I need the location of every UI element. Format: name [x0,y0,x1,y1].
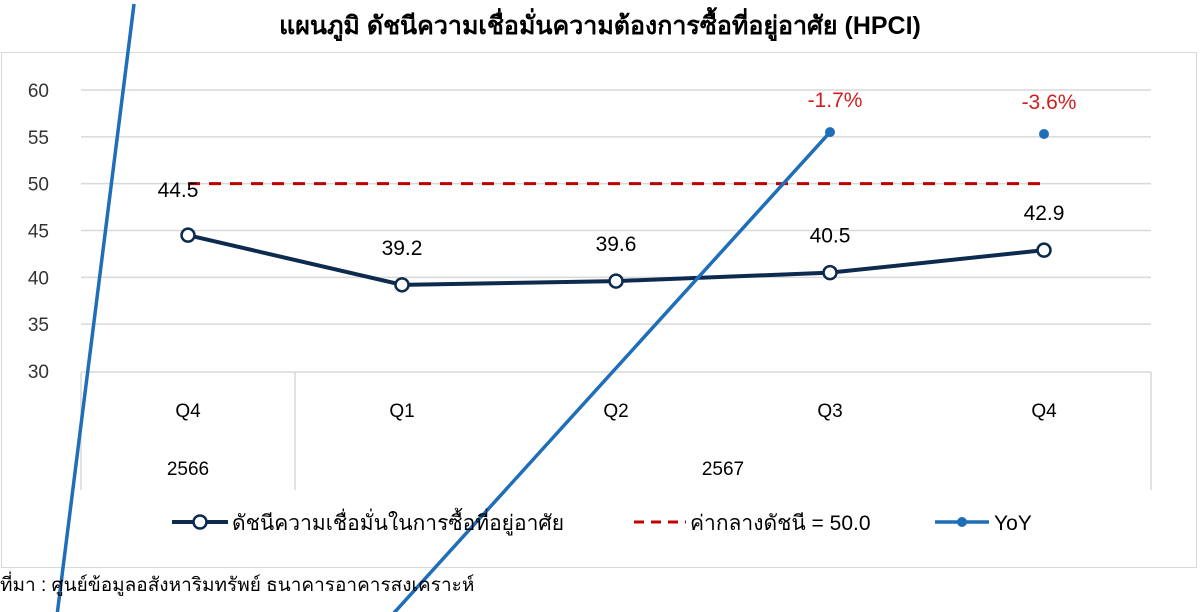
legend-midpoint-label: ค่ากลางดัชนี = 50.0 [690,512,871,535]
y-tick-label: 40 [28,268,49,289]
index-data-label: 40.5 [810,225,851,248]
year-label: 2566 [167,459,209,480]
y-tick-label: 45 [28,222,49,243]
index-data-label: 39.2 [382,237,423,260]
quarter-label: Q4 [1031,401,1057,422]
quarter-label: Q4 [175,401,201,422]
source-note: ที่มา : ศูนย์ข้อมูลอสังหาริมทรัพย์ ธนาคา… [0,575,475,596]
yoy-data-label: -1.7% [808,89,863,112]
index-data-label: 39.6 [596,233,637,256]
year-label: 2567 [702,459,744,480]
yoy-marker [1039,129,1049,140]
chart-frame [1,52,1197,568]
legend-index-label: ดัชนีความเชื่อมั่นในการซื้อที่อยู่อาศัย [232,508,564,536]
index-marker [608,273,624,289]
yoy-data-label: -3.6% [1022,91,1077,114]
quarter-label: Q1 [389,401,414,422]
y-tick-label: 30 [28,362,49,383]
index-data-label: 42.9 [1024,202,1065,225]
quarter-label: Q3 [817,401,842,422]
y-tick-label: 55 [28,128,49,149]
quarter-label: Q2 [603,401,628,422]
y-tick-label: 50 [28,175,49,196]
yoy-line [55,3,832,612]
index-marker [394,277,410,293]
chart-title: แผนภูมิ ดัชนีความเชื่อมั่นความต้องการซื้… [279,12,921,40]
index-marker [822,264,838,281]
index-marker [180,227,196,243]
legend-index-marker [192,514,208,530]
y-tick-label: 35 [28,315,49,336]
legend-yoy-marker [957,517,967,527]
yoy-marker [825,127,835,138]
index-marker [1036,242,1052,258]
y-tick-label: 60 [28,81,49,102]
legend-yoy-label: YoY [994,512,1032,535]
index-data-label: 44.5 [158,179,199,202]
